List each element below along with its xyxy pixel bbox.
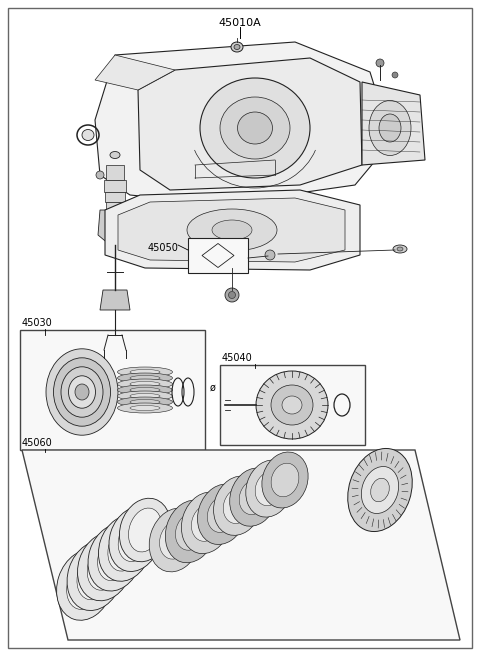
Ellipse shape: [393, 245, 407, 253]
Polygon shape: [118, 198, 345, 262]
Ellipse shape: [118, 391, 172, 401]
Ellipse shape: [75, 384, 89, 400]
Circle shape: [376, 59, 384, 67]
Ellipse shape: [165, 500, 216, 563]
Text: 45040: 45040: [222, 353, 253, 363]
Circle shape: [228, 291, 236, 298]
Bar: [105, 192, 125, 202]
Ellipse shape: [120, 499, 170, 562]
Polygon shape: [22, 450, 460, 640]
Bar: [104, 180, 126, 192]
Ellipse shape: [238, 112, 273, 144]
Ellipse shape: [98, 516, 152, 581]
Ellipse shape: [256, 371, 328, 439]
Circle shape: [96, 171, 104, 179]
Ellipse shape: [67, 541, 123, 611]
Ellipse shape: [97, 535, 132, 581]
Text: ø: ø: [210, 383, 216, 393]
Ellipse shape: [207, 496, 237, 533]
Ellipse shape: [212, 220, 252, 240]
Ellipse shape: [262, 452, 308, 508]
Ellipse shape: [397, 247, 403, 251]
Ellipse shape: [282, 396, 302, 414]
Ellipse shape: [53, 358, 110, 426]
Ellipse shape: [176, 512, 206, 550]
Ellipse shape: [130, 382, 160, 386]
Ellipse shape: [223, 488, 252, 523]
Bar: [106, 165, 124, 180]
Ellipse shape: [78, 533, 132, 601]
Polygon shape: [105, 190, 360, 270]
Ellipse shape: [231, 42, 243, 52]
Ellipse shape: [200, 78, 310, 178]
Ellipse shape: [61, 367, 103, 417]
Circle shape: [392, 72, 398, 78]
Ellipse shape: [130, 400, 160, 405]
Ellipse shape: [271, 385, 313, 425]
Ellipse shape: [159, 521, 191, 559]
Bar: [20, 330, 205, 450]
Ellipse shape: [69, 376, 96, 408]
Polygon shape: [98, 210, 132, 245]
Polygon shape: [138, 58, 362, 190]
Ellipse shape: [379, 114, 401, 142]
Ellipse shape: [46, 349, 118, 435]
Ellipse shape: [239, 480, 268, 514]
Ellipse shape: [348, 449, 412, 531]
Bar: [188, 238, 248, 273]
Ellipse shape: [130, 369, 160, 375]
Ellipse shape: [108, 525, 142, 571]
Ellipse shape: [246, 460, 293, 517]
Ellipse shape: [361, 466, 399, 514]
Ellipse shape: [118, 379, 172, 389]
Ellipse shape: [130, 375, 160, 380]
Ellipse shape: [67, 561, 103, 609]
Ellipse shape: [192, 504, 221, 541]
Ellipse shape: [82, 129, 94, 140]
Ellipse shape: [118, 397, 172, 407]
Ellipse shape: [181, 492, 231, 554]
Bar: [106, 202, 124, 210]
Ellipse shape: [87, 543, 123, 590]
Ellipse shape: [118, 385, 172, 395]
Ellipse shape: [129, 508, 161, 552]
Ellipse shape: [369, 100, 411, 155]
Text: 45060: 45060: [22, 438, 53, 448]
Ellipse shape: [234, 45, 240, 49]
Ellipse shape: [109, 507, 161, 571]
Ellipse shape: [130, 405, 160, 411]
Text: 45030: 45030: [22, 318, 53, 328]
Circle shape: [265, 250, 275, 260]
Polygon shape: [95, 55, 175, 90]
Ellipse shape: [149, 508, 201, 572]
Polygon shape: [100, 290, 130, 310]
Ellipse shape: [77, 552, 113, 600]
Ellipse shape: [371, 478, 389, 502]
Ellipse shape: [118, 517, 152, 562]
Ellipse shape: [118, 373, 172, 383]
Ellipse shape: [118, 367, 172, 377]
Ellipse shape: [110, 152, 120, 159]
Ellipse shape: [118, 403, 172, 413]
Ellipse shape: [229, 468, 277, 526]
Ellipse shape: [271, 463, 299, 497]
Text: 45050: 45050: [147, 243, 178, 253]
Text: 45010A: 45010A: [218, 18, 262, 28]
Bar: [220, 365, 365, 445]
Ellipse shape: [130, 388, 160, 392]
Ellipse shape: [214, 476, 262, 535]
Ellipse shape: [255, 472, 283, 506]
Circle shape: [225, 288, 239, 302]
Ellipse shape: [57, 550, 113, 621]
Ellipse shape: [88, 524, 142, 591]
Ellipse shape: [130, 394, 160, 398]
Polygon shape: [362, 82, 425, 165]
Polygon shape: [95, 42, 385, 200]
Ellipse shape: [187, 209, 277, 251]
Ellipse shape: [220, 97, 290, 159]
Ellipse shape: [197, 484, 247, 544]
